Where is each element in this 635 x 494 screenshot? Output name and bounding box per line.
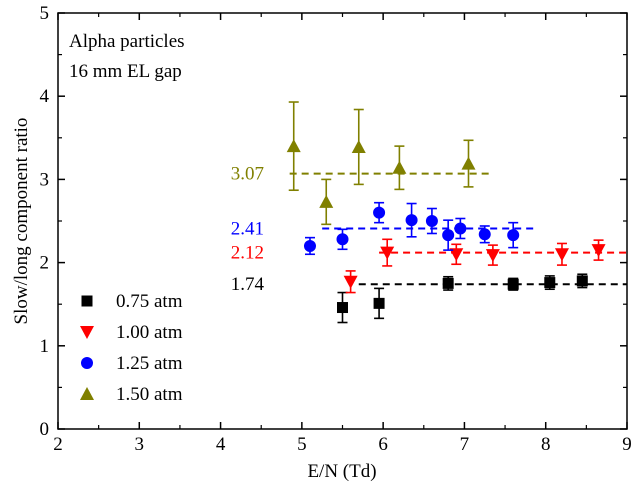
data-point bbox=[343, 275, 358, 289]
x-tick-label: 8 bbox=[541, 434, 551, 455]
y-axis-label: Slow/long component ratio bbox=[11, 118, 32, 325]
data-point bbox=[554, 248, 569, 262]
legend-label-3: 1.50 atm bbox=[116, 384, 183, 405]
legend-label-1: 1.00 atm bbox=[116, 322, 183, 343]
data-point bbox=[336, 233, 349, 246]
mean-label-0: 1.74 bbox=[231, 274, 265, 295]
x-tick-label: 6 bbox=[378, 434, 388, 455]
data-point bbox=[478, 228, 491, 241]
data-point bbox=[442, 229, 455, 242]
data-point bbox=[373, 206, 386, 219]
data-point bbox=[576, 275, 588, 287]
data-point bbox=[461, 156, 476, 170]
legend-label-0: 0.75 atm bbox=[116, 291, 183, 312]
mean-lines: 1.74 2.12 2.41 3.07 bbox=[231, 164, 627, 295]
y-tick-label: 2 bbox=[40, 253, 50, 274]
series-3 bbox=[286, 101, 476, 226]
data-point bbox=[319, 194, 334, 208]
mean-label-2: 2.41 bbox=[231, 218, 264, 239]
series-1 bbox=[343, 238, 606, 294]
series-2 bbox=[303, 201, 520, 256]
data-point bbox=[507, 229, 520, 242]
legend: 0.75 atm 1.00 atm 1.25 atm 1.50 atm bbox=[80, 291, 183, 405]
x-tick-label: 3 bbox=[135, 434, 145, 455]
y-tick-label: 0 bbox=[40, 419, 50, 440]
annotation-alpha-particles: Alpha particles bbox=[69, 31, 185, 52]
y-tick-label: 5 bbox=[40, 3, 50, 24]
legend-marker-3 bbox=[80, 387, 94, 400]
data-point bbox=[591, 244, 606, 258]
legend-marker-1 bbox=[80, 326, 94, 339]
x-axis-label: E/N (Td) bbox=[307, 461, 376, 482]
x-tick-label: 2 bbox=[53, 434, 63, 455]
data-point bbox=[373, 297, 385, 309]
data-series bbox=[286, 101, 606, 324]
legend-label-2: 1.25 atm bbox=[116, 353, 183, 374]
y-tick-label: 3 bbox=[40, 169, 50, 190]
annotation-el-gap: 16 mm EL gap bbox=[69, 61, 182, 82]
data-point bbox=[303, 239, 316, 252]
data-point bbox=[485, 249, 500, 263]
x-tick-label: 5 bbox=[297, 434, 307, 455]
data-point bbox=[380, 246, 395, 260]
mean-label-3: 3.07 bbox=[231, 164, 264, 185]
y-tick-label: 1 bbox=[40, 336, 50, 357]
data-point bbox=[544, 277, 556, 289]
data-point bbox=[449, 248, 464, 262]
data-point bbox=[286, 139, 301, 153]
data-point bbox=[507, 278, 519, 290]
y-axis-ticks: 0 1 2 3 4 5 bbox=[40, 3, 627, 440]
data-point bbox=[351, 139, 366, 153]
data-point bbox=[337, 302, 348, 314]
mean-label-1: 2.12 bbox=[231, 243, 264, 264]
data-point bbox=[454, 222, 467, 235]
legend-marker-0 bbox=[81, 295, 93, 307]
data-point bbox=[392, 160, 407, 174]
x-axis-ticks: 2 3 4 5 6 7 8 9 bbox=[53, 13, 632, 455]
series-0 bbox=[337, 273, 588, 324]
y-tick-label: 4 bbox=[40, 86, 50, 107]
legend-marker-2 bbox=[81, 357, 93, 369]
x-tick-label: 7 bbox=[460, 434, 470, 455]
data-point bbox=[405, 214, 418, 227]
x-tick-label: 9 bbox=[622, 434, 632, 455]
data-point bbox=[442, 277, 454, 289]
x-tick-label: 4 bbox=[216, 434, 226, 455]
data-point bbox=[425, 215, 438, 227]
